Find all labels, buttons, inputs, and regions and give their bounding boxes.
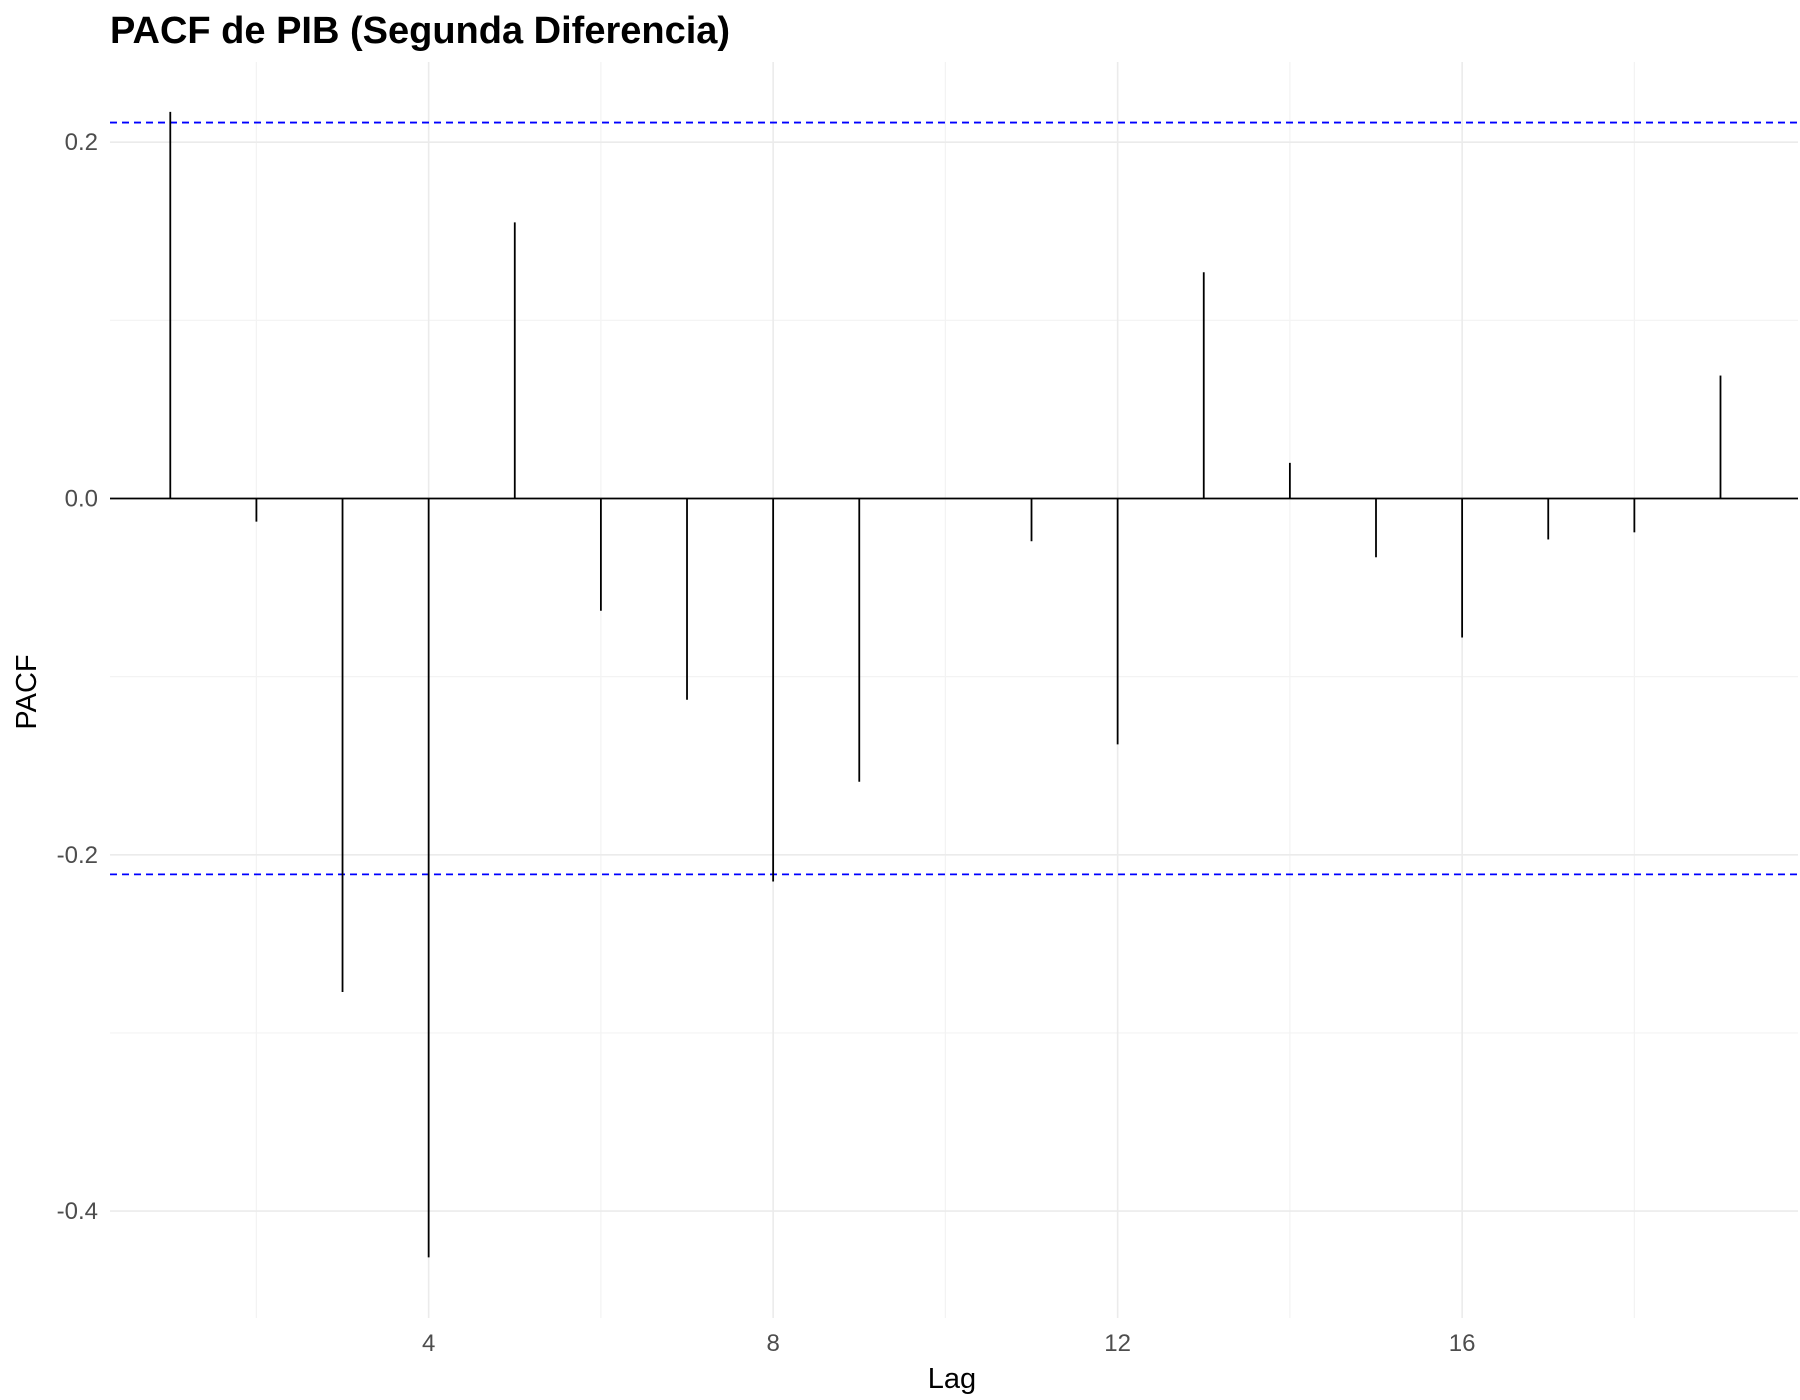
confidence-bands: [110, 121, 1798, 876]
y-axis-label: PACF: [11, 654, 43, 729]
y-tick-label: -0.4: [57, 1198, 98, 1225]
chart-title: PACF de PIB (Segunda Diferencia): [110, 10, 730, 52]
x-axis-label: Lag: [928, 1363, 976, 1395]
y-tick-label: 0.0: [65, 485, 98, 512]
pacf-bars: [110, 111, 1798, 1258]
x-tick-label: 4: [422, 1330, 435, 1357]
x-tick-label: 12: [1104, 1330, 1131, 1357]
y-tick-label: -0.2: [57, 842, 98, 869]
y-tick-label: 0.2: [65, 129, 98, 156]
x-tick-label: 8: [766, 1330, 779, 1357]
tick-labels: -0.4 -0.2 0.0 0.2 4 8 12 16: [57, 129, 1476, 1357]
x-tick-label: 16: [1449, 1330, 1476, 1357]
